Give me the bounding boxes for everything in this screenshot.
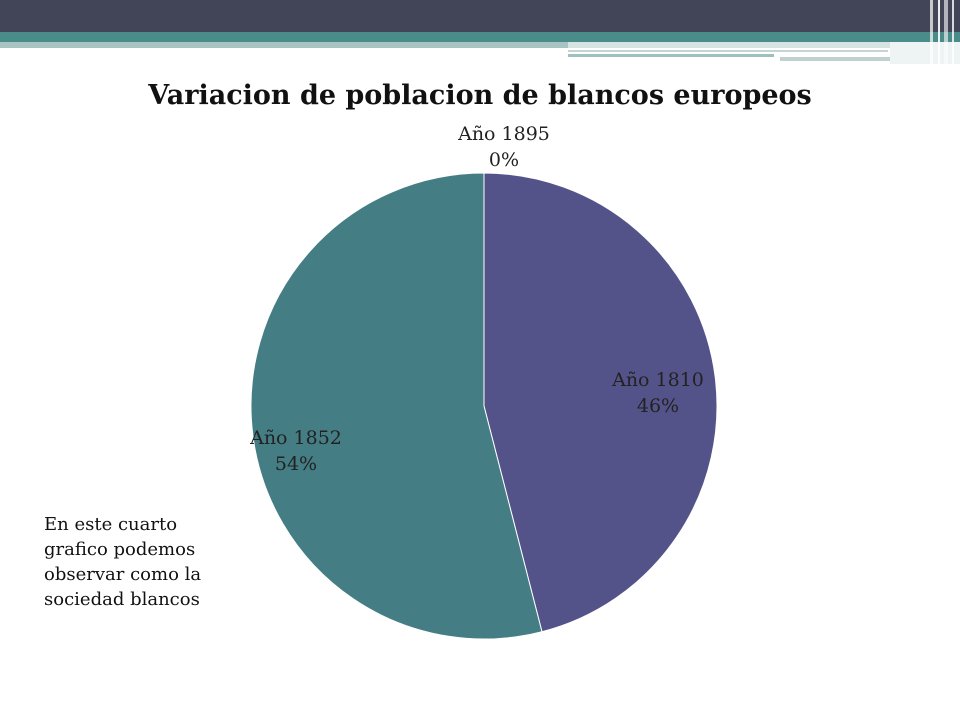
slice-label: Año 1852 bbox=[249, 427, 342, 449]
note-line: En este cuarto bbox=[44, 514, 178, 535]
pie-slice-año-1852 bbox=[250, 172, 543, 640]
slice-label: Año 1810 bbox=[611, 369, 704, 391]
header-corner-block bbox=[890, 42, 960, 64]
header-accent-line bbox=[568, 54, 774, 57]
note-line: grafico podemos bbox=[44, 539, 196, 560]
slice-label: Año 1895 bbox=[457, 123, 550, 145]
note-line: sociedad blancos bbox=[44, 589, 200, 610]
header-light-band-right bbox=[568, 42, 960, 48]
header-teal-band bbox=[0, 32, 960, 42]
header-stripe bbox=[938, 0, 940, 64]
slice-percent-label: 54% bbox=[275, 453, 317, 475]
header-stripe bbox=[944, 0, 948, 64]
header-light-band bbox=[0, 42, 568, 48]
slice-percent-label: 0% bbox=[489, 149, 519, 171]
header-stripe bbox=[952, 0, 954, 64]
header-dark-bar bbox=[0, 0, 960, 32]
chart-title: Variacion de poblacion de blancos europe… bbox=[148, 80, 812, 111]
slice-percent-label: 46% bbox=[637, 395, 679, 417]
header-accent-line bbox=[780, 57, 942, 61]
note-text: En este cuarto grafico podemos observar … bbox=[44, 512, 244, 612]
header-accent-line bbox=[568, 50, 888, 52]
header-stripe bbox=[930, 0, 933, 64]
note-line: observar como la bbox=[44, 564, 202, 585]
pie-slice-año-1810 bbox=[483, 172, 718, 633]
